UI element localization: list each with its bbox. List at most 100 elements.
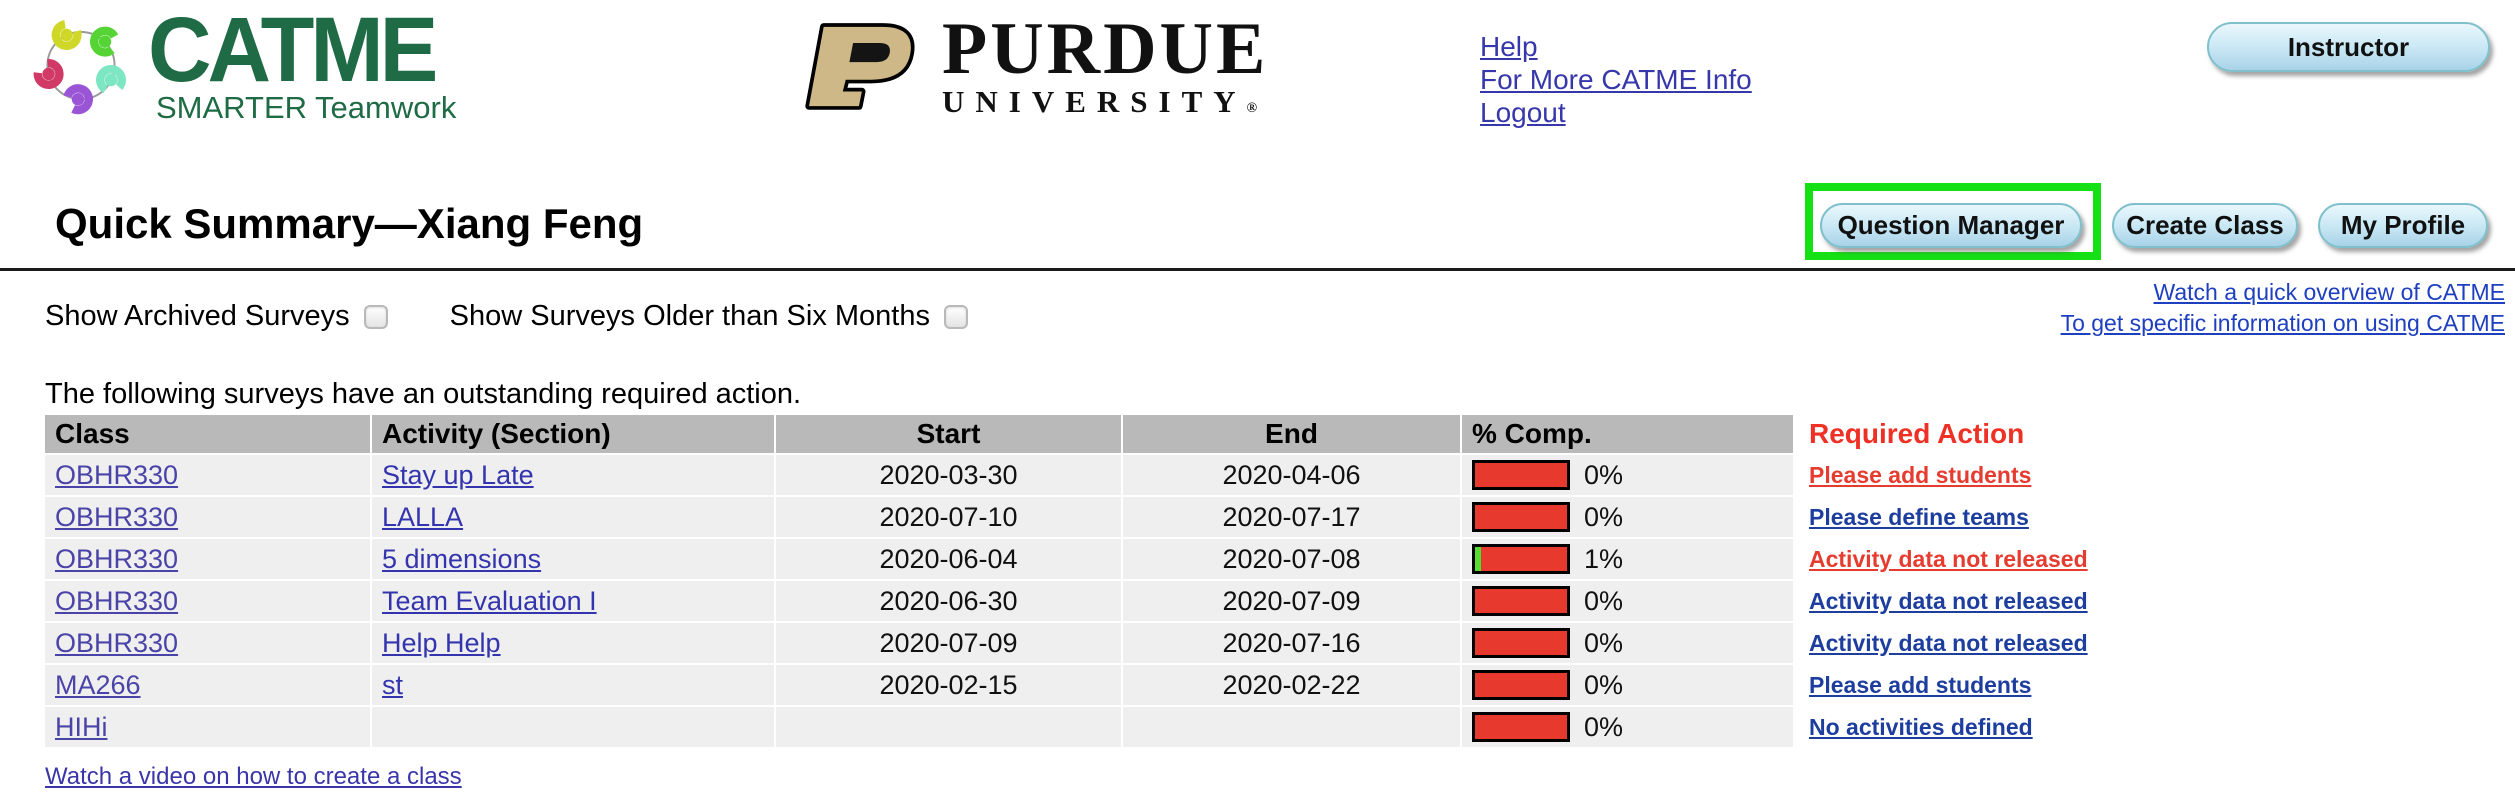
table-cell-start: 2020-07-09 [776,623,1121,663]
table-cell-class: OBHR330 [45,539,370,579]
surveys-table: Class Activity (Section) Start End % Com… [45,415,2245,747]
class-link[interactable]: OBHR330 [55,501,179,532]
table-cell-completion: 0% [1462,665,1793,705]
activity-link[interactable]: Stay up Late [382,459,534,490]
activity-link[interactable]: Help Help [382,627,501,658]
required-action-link[interactable]: Activity data not released [1809,545,2088,572]
class-link[interactable]: OBHR330 [55,459,179,490]
table-cell-action: Activity data not released [1795,623,2245,663]
required-action-link[interactable]: No activities defined [1809,713,2033,740]
activity-link[interactable]: LALLA [382,501,464,532]
table-cell-activity: Team Evaluation I [372,581,774,621]
table-cell-action: Please add students [1795,455,2245,495]
table-header-completion: % Comp. [1462,415,1793,453]
table-cell-action: No activities defined [1795,707,2245,747]
completion-percent: 0% [1584,585,1624,616]
show-archived-checkbox[interactable] [363,304,388,329]
required-action-link[interactable]: Please define teams [1809,503,2029,530]
registered-mark: ® [1246,101,1258,116]
table-cell-completion: 0% [1462,497,1793,537]
question-manager-button[interactable]: Question Manager [1820,203,2082,248]
table-header-start: Start [776,415,1121,453]
annotation-highlight-box [1805,183,2101,260]
table-cell-completion: 0% [1462,455,1793,495]
table-cell-end: 2020-07-08 [1123,539,1460,579]
activity-link[interactable]: st [382,669,404,700]
instructor-button[interactable]: Instructor [2207,22,2490,72]
activity-link[interactable]: Team Evaluation I [382,585,597,616]
activity-link[interactable]: 5 dimensions [382,543,542,574]
quick-links: Watch a quick overview of CATME To get s… [2061,277,2505,339]
class-link[interactable]: OBHR330 [55,543,179,574]
my-profile-button[interactable]: My Profile [2318,203,2488,248]
table-header-required-action: Required Action [1809,418,2025,449]
catme-specific-info-link[interactable]: To get specific information on using CAT… [2060,310,2505,336]
table-cell-class: MA266 [45,665,370,705]
table-cell-class: HIHi [45,707,370,747]
required-action-link[interactable]: Activity data not released [1809,629,2088,656]
table-cell-class: OBHR330 [45,623,370,663]
table-cell-end: 2020-07-16 [1123,623,1460,663]
completion-percent: 1% [1584,543,1624,574]
title-divider [0,268,2515,271]
create-class-video-link[interactable]: Watch a video on how to create a class [45,763,462,790]
progress-bar [1472,502,1570,532]
more-catme-info-link[interactable]: For More CATME Info [1480,64,1752,95]
table-header-end: End [1123,415,1460,453]
class-link[interactable]: OBHR330 [55,585,179,616]
catme-logo: CATME SMARTER Teamwork [20,0,456,126]
show-older-checkbox[interactable] [943,304,968,329]
table-header-activity: Activity (Section) [372,415,774,453]
required-action-link[interactable]: Activity data not released [1809,587,2088,614]
table-cell-start [776,707,1121,747]
catme-overview-link[interactable]: Watch a quick overview of CATME [2153,279,2506,305]
table-cell-activity: st [372,665,774,705]
table-cell-action: Activity data not released [1795,581,2245,621]
table-cell-completion: 1% [1462,539,1793,579]
page-title: Quick Summary—Xiang Feng [55,200,644,247]
progress-bar [1472,586,1570,616]
help-link[interactable]: Help [1480,31,1538,62]
completion-percent: 0% [1584,669,1624,700]
table-cell-end: 2020-07-09 [1123,581,1460,621]
table-cell-activity: Help Help [372,623,774,663]
table-cell-action: Please define teams [1795,497,2245,537]
completion-percent: 0% [1584,627,1624,658]
class-link[interactable]: MA266 [55,669,141,700]
required-action-link[interactable]: Please add students [1809,671,2032,698]
purdue-p-icon [805,23,915,110]
show-archived-filter: Show Archived Surveys [45,300,388,333]
purdue-logo: PURDUE UNIVERSITY® [788,12,1268,120]
class-link[interactable]: OBHR330 [55,627,179,658]
progress-bar [1472,712,1570,742]
completion-percent: 0% [1584,501,1624,532]
header-links: Help For More CATME Info Logout [1480,30,1752,129]
table-cell-completion: 0% [1462,707,1793,747]
show-older-filter: Show Surveys Older than Six Months [450,300,968,333]
progress-bar [1472,628,1570,658]
table-cell-end [1123,707,1460,747]
required-action-link[interactable]: Please add students [1809,461,2032,488]
create-class-button[interactable]: Create Class [2112,203,2298,248]
table-cell-action: Please add students [1795,665,2245,705]
table-cell-class: OBHR330 [45,581,370,621]
progress-bar [1472,544,1570,574]
catme-icon [33,20,126,115]
logout-link[interactable]: Logout [1480,97,1566,128]
purdue-university-label: UNIVERSITY [942,84,1247,119]
table-cell-activity: LALLA [372,497,774,537]
table-header-class: Class [45,415,370,453]
table-cell-start: 2020-03-30 [776,455,1121,495]
catme-wordmark: CATME [148,0,438,101]
class-link[interactable]: HIHi [55,711,108,742]
table-cell-class: OBHR330 [45,455,370,495]
table-cell-action: Activity data not released [1795,539,2245,579]
table-cell-start: 2020-06-04 [776,539,1121,579]
table-cell-class: OBHR330 [45,497,370,537]
survey-filters: Show Archived Surveys Show Surveys Older… [45,300,968,333]
show-older-label: Show Surveys Older than Six Months [449,300,930,332]
progress-bar-fill [1475,547,1481,571]
completion-percent: 0% [1584,459,1624,490]
completion-percent: 0% [1584,711,1624,742]
